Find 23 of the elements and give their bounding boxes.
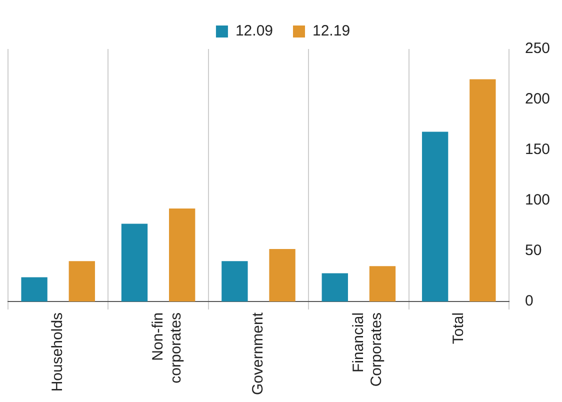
bar: [470, 79, 496, 302]
legend-label: 12.19: [312, 22, 350, 40]
bar: [269, 248, 296, 302]
x-tick-label: Financial Corporates: [350, 312, 385, 387]
bar: [21, 277, 48, 302]
bar: [121, 224, 148, 302]
y-tick-label: 250: [524, 40, 550, 58]
bar: [322, 273, 348, 302]
bar: [169, 208, 196, 302]
x-tick-label: Total: [450, 312, 468, 344]
bar: [222, 261, 248, 302]
bar: [369, 266, 396, 302]
legend-label: 12.09: [235, 22, 274, 40]
x-tick-label: Households: [49, 312, 66, 392]
x-tick-label: Government: [250, 312, 267, 396]
x-tick-label: Non-fin corporates: [149, 312, 184, 384]
bar: [422, 132, 448, 302]
y-tick-label: 0: [524, 292, 534, 310]
y-tick-label: 200: [524, 90, 550, 108]
y-tick-label: 150: [524, 141, 550, 158]
y-tick-label: 50: [524, 242, 542, 260]
y-tick-label: 100: [524, 192, 550, 209]
bar: [68, 261, 95, 302]
